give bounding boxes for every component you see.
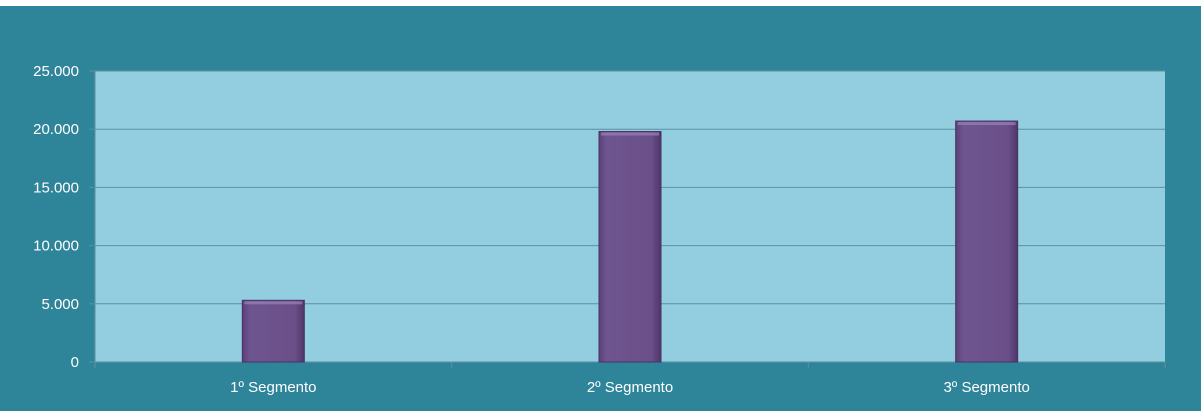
y-tick-label: 15.000 — [33, 179, 79, 196]
bars — [241, 120, 1019, 363]
bar-highlight — [244, 301, 303, 305]
x-tick-label: 1º Segmento — [230, 379, 316, 396]
x-tick-label: 2º Segmento — [587, 379, 673, 396]
y-axis-tick-labels: 0 5.000 10.000 15.000 20.000 25.000 — [33, 63, 79, 371]
bar-highlight — [957, 122, 1016, 126]
y-tick-label: 5.000 — [41, 296, 79, 313]
bar-2 — [598, 131, 662, 363]
bar-1 — [241, 299, 305, 363]
y-tick-label: 20.000 — [33, 121, 79, 138]
x-tick-label: 3º Segmento — [943, 379, 1029, 396]
y-tick-label: 10.000 — [33, 238, 79, 255]
bar-3 — [955, 120, 1019, 363]
chart-frame: 0 5.000 10.000 15.000 20.000 25.000 1º Segmen… — [0, 6, 1201, 411]
bar-chart: 0 5.000 10.000 15.000 20.000 25.000 1º Segmen… — [33, 63, 1166, 396]
x-axis-tick-labels: 1º Segmento 2º Segmento 3º Segmento — [230, 379, 1030, 396]
bar-highlight — [601, 132, 659, 136]
y-tick-label: 25.000 — [33, 63, 79, 80]
y-tick-label: 0 — [71, 354, 79, 371]
